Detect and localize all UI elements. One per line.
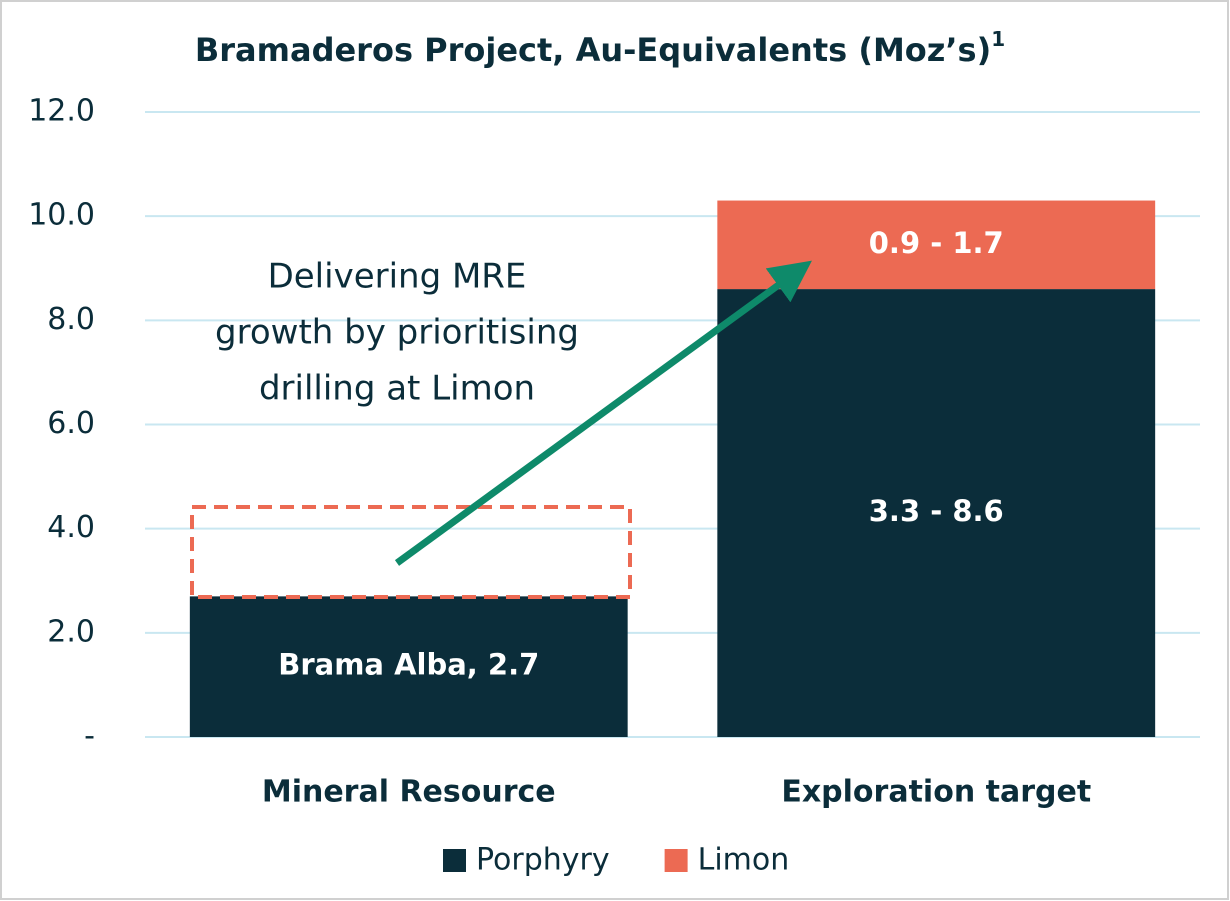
y-tick-label: 2.0 bbox=[47, 614, 95, 649]
annotation-line: growth by prioritising bbox=[215, 313, 579, 353]
y-tick-label: 4.0 bbox=[47, 510, 95, 545]
legend: Porphyry Limon bbox=[443, 843, 789, 878]
bar-segment bbox=[717, 289, 1156, 737]
x-tick-label: Mineral Resource bbox=[262, 775, 556, 810]
x-tick-label: Exploration target bbox=[781, 775, 1091, 810]
chart-title: Bramaderos Project, Au-Equivalents (Moz’… bbox=[195, 27, 1005, 70]
y-tick-label: 12.0 bbox=[28, 94, 95, 129]
annotation-line: Delivering MRE bbox=[268, 257, 527, 297]
annotation: Delivering MRE growth by prioritising dril… bbox=[215, 257, 579, 409]
annotation-line: drilling at Limon bbox=[259, 369, 535, 409]
y-tick-label: - bbox=[84, 719, 95, 754]
title-text: Bramaderos Project, Au-Equivalents (Moz’… bbox=[195, 31, 991, 69]
y-tick-label: 10.0 bbox=[28, 198, 95, 233]
title-superscript: 1 bbox=[991, 27, 1005, 51]
y-tick-label: 6.0 bbox=[47, 406, 95, 441]
value-label: 0.9 - 1.7 bbox=[869, 226, 1004, 260]
value-label: Brama Alba, 2.7 bbox=[278, 648, 539, 682]
legend-swatch bbox=[664, 849, 688, 872]
legend-swatch bbox=[443, 849, 466, 872]
arrow bbox=[394, 260, 812, 566]
legend-label: Porphyry bbox=[476, 843, 610, 878]
legend-label: Limon bbox=[698, 843, 790, 878]
y-tick-label: 8.0 bbox=[47, 302, 95, 337]
bars: Brama Alba, 2.7 3.3 - 8.6 0.9 - 1.7 bbox=[189, 200, 1156, 737]
value-label: 3.3 - 8.6 bbox=[869, 494, 1004, 528]
bar-segment bbox=[189, 596, 628, 737]
